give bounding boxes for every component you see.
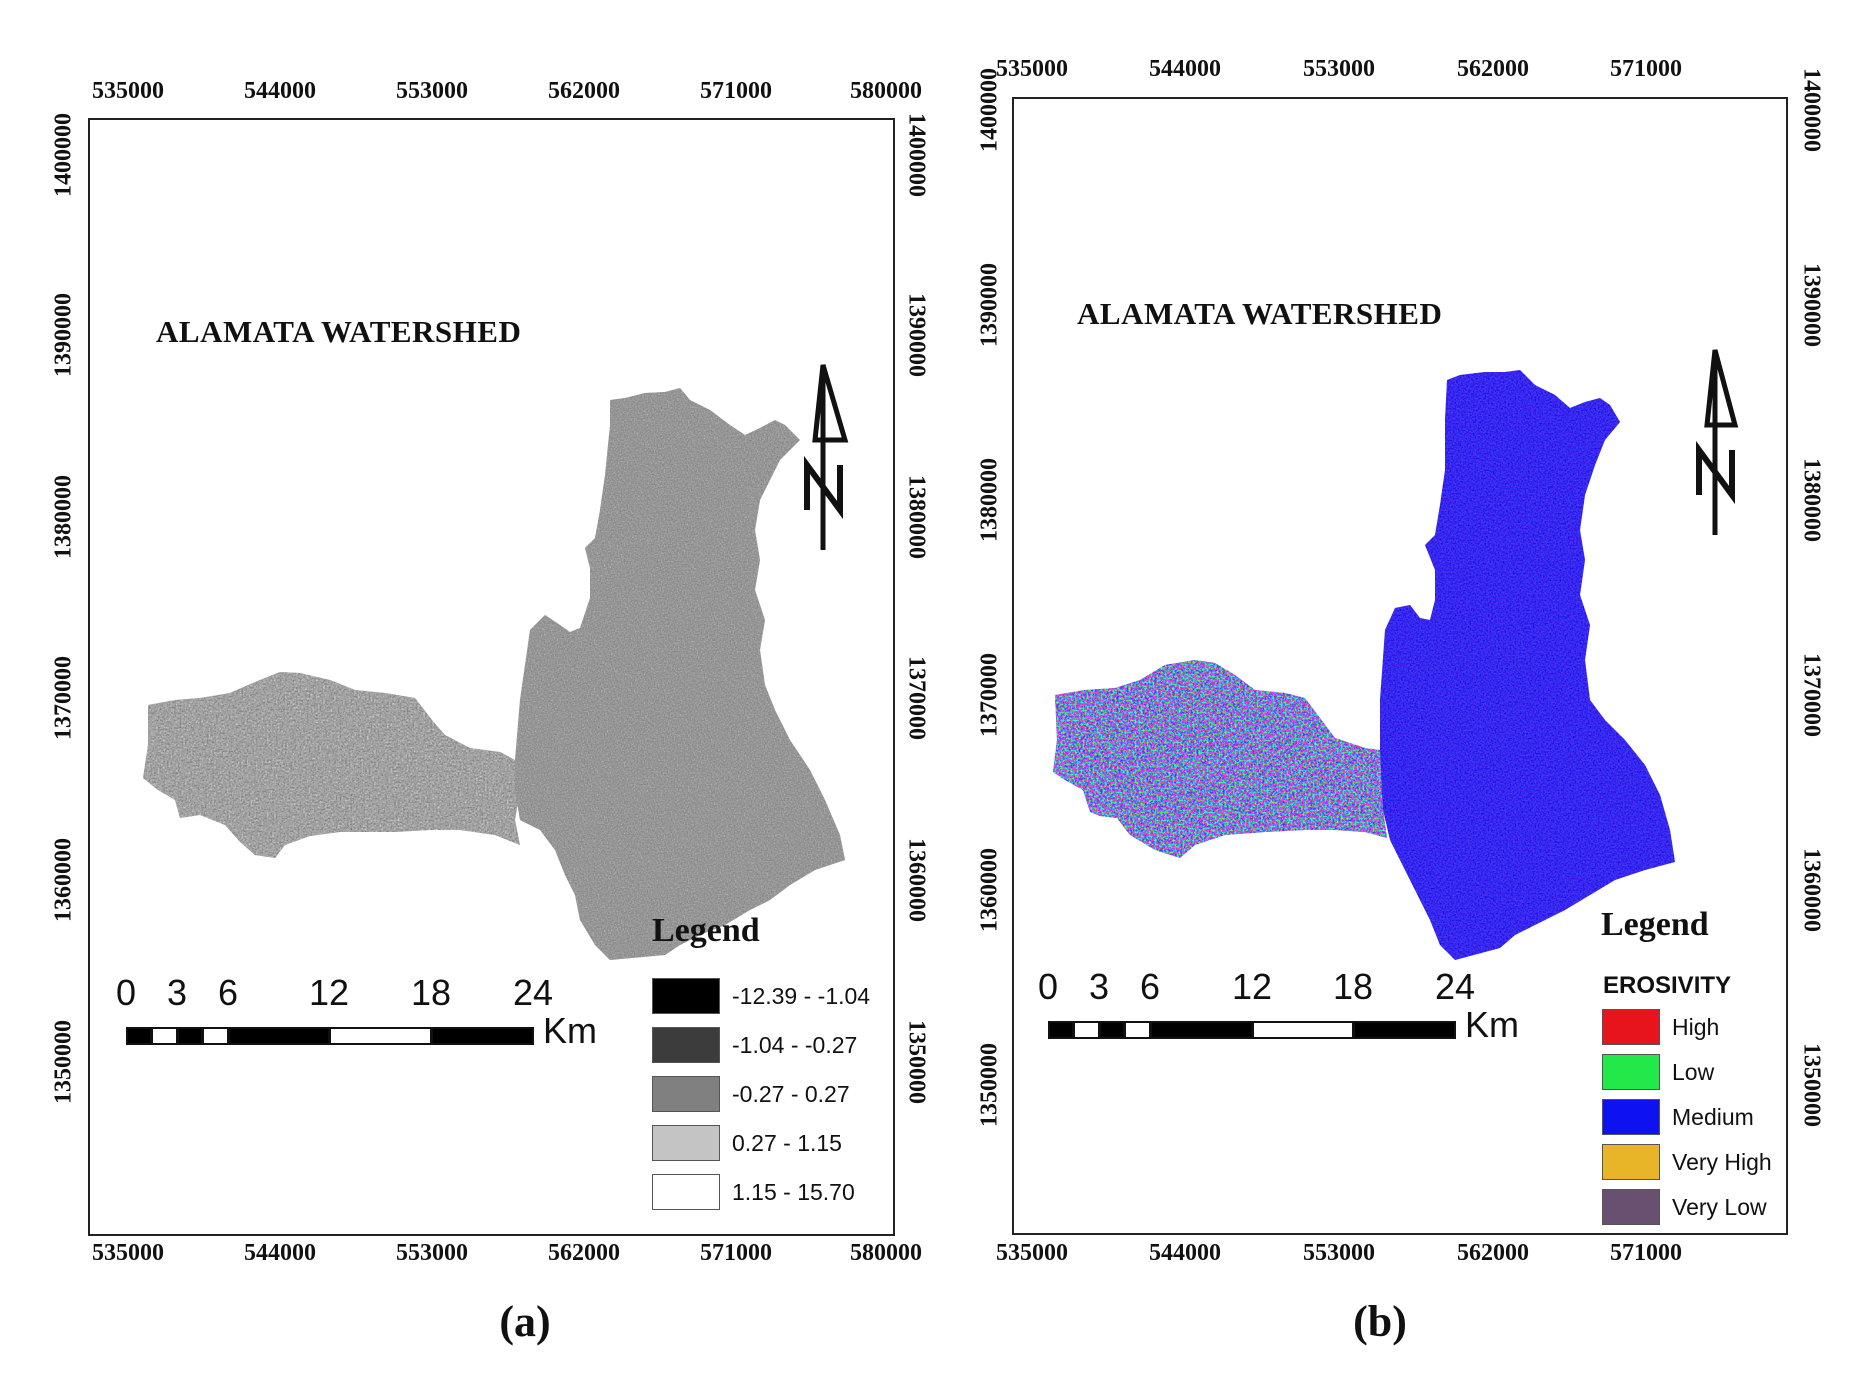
legend-title-b: Legend [1601,906,1709,943]
legend-label: High [1672,1013,1720,1040]
legend-label: Very High [1672,1148,1772,1175]
x-tick-bottom: 544000 [1149,1240,1221,1266]
legend-item: Low [1602,1052,1714,1092]
scale-label: 24 [512,972,554,1013]
x-tick-bottom: 544000 [244,1240,316,1266]
x-tick-bottom: 562000 [1457,1240,1529,1266]
watershed-raster-a [143,388,845,960]
scale-segment [1353,1021,1456,1039]
x-tick-top: 553000 [396,78,468,104]
legend-swatch [652,978,720,1014]
scale-label: 18 [410,972,452,1013]
legend-swatch [1602,1054,1660,1090]
scale-segment [126,1027,152,1045]
scale-segment [177,1027,203,1045]
x-tick-bottom: 571000 [700,1240,772,1266]
scale-segment [431,1027,534,1045]
north-arrow-icon [1696,349,1739,535]
scale-segment [151,1027,178,1045]
map-title-b: ALAMATA WATERSHED [1077,296,1443,331]
x-tick-top: 562000 [548,78,620,104]
legend-item: 0.27 - 1.15 [652,1123,842,1163]
x-tick-top: 562000 [1457,56,1529,82]
scale-label: 24 [1434,966,1476,1007]
panel-caption-a: (a) [499,1297,551,1346]
scale-label: 0 [115,972,137,1013]
x-tick-top: 571000 [700,78,772,104]
x-tick-bottom: 562000 [548,1240,620,1266]
map-title-a: ALAMATA WATERSHED [156,314,522,349]
watershed-raster-b [1053,370,1675,960]
x-tick-top: 580000 [850,78,922,104]
x-tick-top: 535000 [92,78,164,104]
scale-label: 6 [1139,966,1161,1007]
scale-segment [1124,1021,1151,1039]
panel-b: 535000 544000 553000 562000 571000 53500… [925,0,1850,1378]
scale-label: 18 [1332,966,1374,1007]
scale-segment [202,1027,229,1045]
scale-segment [1048,1021,1074,1039]
legend-swatch [652,1125,720,1161]
legend-swatch [652,1027,720,1063]
legend-title-a: Legend [652,912,760,949]
scale-segment [1150,1021,1253,1039]
legend-item: Very High [1602,1142,1772,1182]
scale-segment [228,1027,330,1045]
scale-label: 3 [166,972,188,1013]
legend-subtitle-b: EROSIVITY [1603,972,1732,999]
legend-swatch [1602,1099,1660,1135]
scale-segment [1252,1021,1354,1039]
legend-swatch [1602,1189,1660,1225]
x-tick-top: 544000 [1149,56,1221,82]
scale-label: 12 [1231,966,1273,1007]
scale-segment [1073,1021,1100,1039]
panel-caption-b: (b) [1353,1297,1407,1346]
legend-swatch [652,1076,720,1112]
legend-label: Low [1672,1058,1715,1085]
legend-item: -0.27 - 0.27 [652,1074,850,1114]
legend-label: 1.15 - 15.70 [732,1178,855,1205]
legend-item: High [1602,1007,1719,1047]
legend-item: -12.39 - -1.04 [652,976,870,1016]
legend-label: -1.04 - -0.27 [732,1031,858,1058]
legend-swatch [1602,1144,1660,1180]
x-tick-top: 535000 [996,56,1068,82]
legend-swatch [1602,1009,1660,1045]
scale-label: 3 [1088,966,1110,1007]
legend-item: 1.15 - 15.70 [652,1172,855,1212]
x-tick-bottom: 535000 [92,1240,164,1266]
legend-label: 0.27 - 1.15 [732,1129,842,1156]
x-tick-bottom: 535000 [996,1240,1068,1266]
scale-unit: Km [1465,1004,1519,1045]
panel-a: 535000 544000 553000 562000 571000 58000… [51,78,930,1346]
legend-label: Medium [1672,1103,1754,1130]
scale-label: 6 [217,972,239,1013]
scale-label: 0 [1037,966,1059,1007]
legend-item: -1.04 - -0.27 [652,1025,857,1065]
x-tick-bottom: 553000 [1303,1240,1375,1266]
legend-label: -0.27 - 0.27 [732,1080,850,1107]
x-tick-top: 571000 [1610,56,1682,82]
scale-segment [329,1027,432,1045]
legend-swatch [652,1174,720,1210]
legend-item: Medium [1602,1097,1754,1137]
scale-label: 12 [308,972,350,1013]
x-tick-bottom: 580000 [850,1240,922,1266]
legend-label: Very Low [1672,1193,1767,1220]
north-arrow-icon [804,364,849,550]
legend-label: -12.39 - -1.04 [732,982,871,1009]
legend-item: Very Low [1602,1187,1767,1227]
x-tick-bottom: 553000 [396,1240,468,1266]
x-tick-bottom: 571000 [1610,1240,1682,1266]
scale-segment [1099,1021,1125,1039]
x-tick-top: 553000 [1303,56,1375,82]
x-tick-top: 544000 [244,78,316,104]
scale-unit: Km [543,1010,597,1051]
